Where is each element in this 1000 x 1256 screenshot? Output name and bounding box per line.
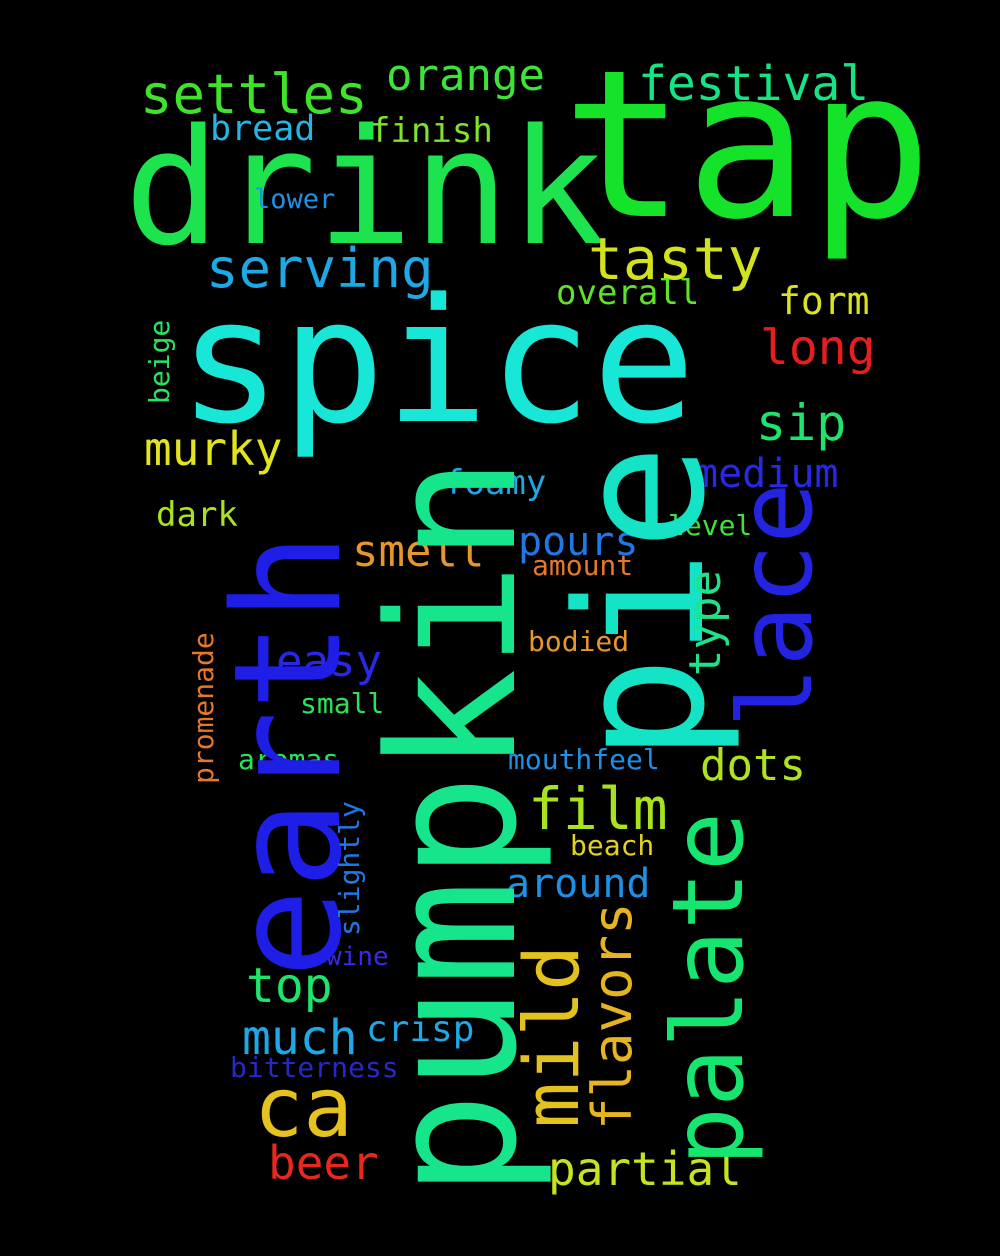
word-ca: ca xyxy=(254,1061,353,1156)
word-pours: pours xyxy=(518,519,639,565)
word-flavors: flavors xyxy=(581,902,644,1130)
word-drink: drink xyxy=(124,94,606,281)
word-wine: wine xyxy=(326,942,389,972)
word-foamy: foamy xyxy=(444,463,547,503)
word-beer: beer xyxy=(268,1136,379,1190)
word-long: long xyxy=(760,320,876,376)
word-settles: settles xyxy=(140,63,368,126)
word-tasty: tasty xyxy=(588,225,763,293)
word-tap: tap xyxy=(562,27,933,265)
word-smell: smell xyxy=(352,526,485,577)
word-lower: lower xyxy=(254,184,336,215)
word-crisp: crisp xyxy=(366,1009,475,1050)
word-promenade: promenade xyxy=(187,632,220,784)
word-overall: overall xyxy=(556,273,700,313)
word-mouthfeel: mouthfeel xyxy=(508,743,660,776)
word-film: film xyxy=(528,775,668,843)
word-amount: amount xyxy=(532,549,634,582)
word-finish: finish xyxy=(370,111,493,151)
word-spice: spice xyxy=(178,261,696,462)
word-dark: dark xyxy=(156,495,238,535)
word-bitterness: bitterness xyxy=(230,1051,399,1084)
word-sip: sip xyxy=(756,394,847,452)
word-serving: serving xyxy=(206,237,434,300)
word-festival: festival xyxy=(638,56,870,112)
word-slightly: slightly xyxy=(333,801,366,936)
word-bodied: bodied xyxy=(528,625,630,658)
word-aromas: aromas xyxy=(238,743,340,776)
word-around: around xyxy=(506,861,651,907)
word-orange: orange xyxy=(386,50,545,101)
word-type: type xyxy=(680,570,731,676)
word-much: much xyxy=(242,1010,358,1066)
word-murky: murky xyxy=(144,422,283,476)
word-top: top xyxy=(246,958,333,1014)
word-beach: beach xyxy=(570,829,655,862)
word-form: form xyxy=(778,279,870,323)
word-palate: palate xyxy=(652,811,766,1166)
word-beige: beige xyxy=(143,319,176,404)
word-bread: bread xyxy=(210,109,316,149)
word-lace: lace xyxy=(717,482,836,728)
word-medium: medium xyxy=(694,451,839,497)
word-mild: mild xyxy=(507,944,596,1128)
word-level: level xyxy=(668,509,753,542)
word-partial: partial xyxy=(548,1142,742,1196)
word-small: small xyxy=(300,687,385,720)
word-easy: easy xyxy=(276,636,382,687)
word-dots: dots xyxy=(700,740,806,791)
